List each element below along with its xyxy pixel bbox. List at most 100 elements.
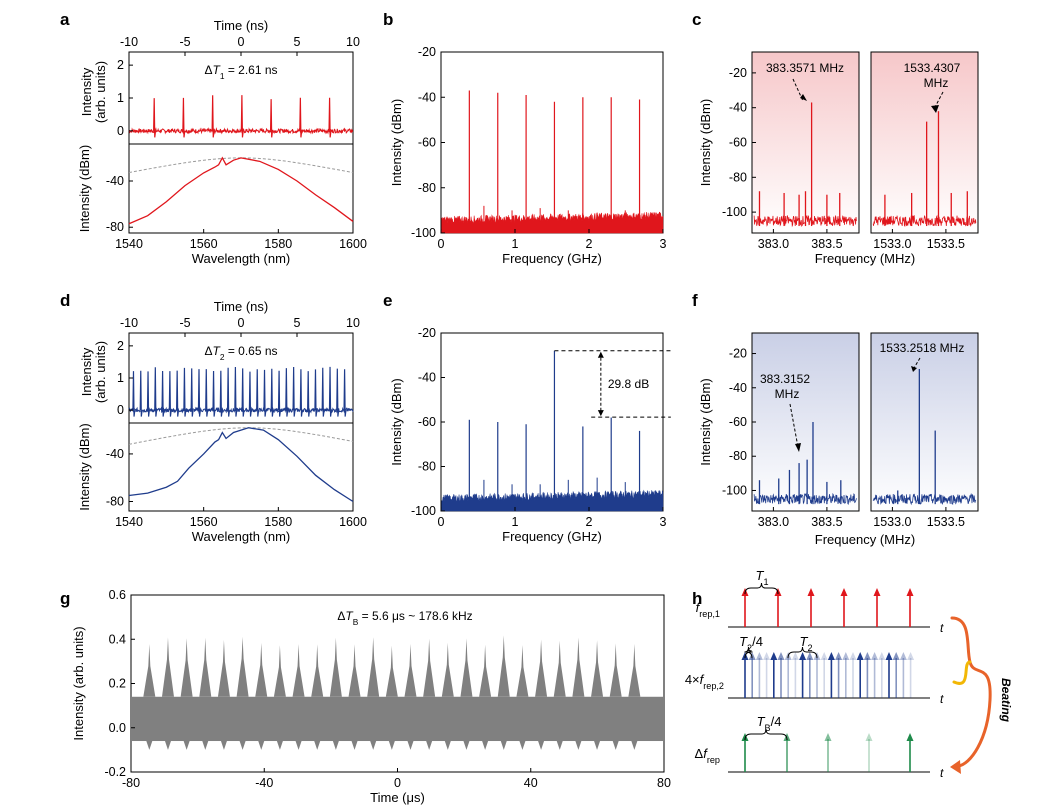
a-top-xtick-label: 5 — [294, 35, 301, 49]
c-left-ytick-label: -100 — [722, 205, 747, 219]
d-top-ylabel: Intensity(arb. units) — [79, 341, 108, 403]
d-bottom-ytick-label: -80 — [106, 494, 124, 508]
g-xtick-label: 80 — [657, 776, 671, 790]
d-bottom-frame — [128, 422, 354, 512]
e-ylabel: Intensity (dBm) — [389, 378, 404, 465]
c-left-ytick-label: -60 — [729, 136, 747, 150]
g-xtick-label: 0 — [394, 776, 401, 790]
d-top-xtick-label: 0 — [238, 316, 245, 330]
d-top-xtick-label: 10 — [346, 316, 360, 330]
a-top-baseline — [128, 127, 354, 135]
g-burst-low-23 — [575, 741, 582, 750]
a-top-xtick-label: -5 — [179, 35, 190, 49]
g-xtick-label: -40 — [255, 776, 273, 790]
a-bottom-ylabel: Intensity (dBm) — [77, 145, 92, 232]
g-signal-band — [132, 696, 663, 742]
c-right-xtick-label: 1533.0 — [873, 237, 911, 251]
a-top-pulse-6 — [328, 97, 332, 138]
panel-h: t T1 frep,1 t T2/4 T2 4×frep,2 t TB/4 Δfrep Beatin… — [685, 568, 1013, 780]
d-top-pulse-0 — [132, 371, 136, 417]
c-left-xtick-label: 383.0 — [758, 237, 789, 251]
h-row3-arrow-2-head — [824, 733, 832, 741]
h-row2-arrow-18-head — [871, 652, 879, 660]
panel-e: 0 1 2 3 -20 -40 -60 -80 -100 Frequency (GHz) Inten… — [389, 326, 671, 544]
a-top-xtick-label: 0 — [238, 35, 245, 49]
f-left-ytick-label: -80 — [729, 449, 747, 463]
h-beating-curve-yellow — [952, 660, 972, 685]
g-ytick-label: 0.2 — [109, 677, 126, 691]
h-row2-arrow-12-head — [827, 652, 835, 660]
a-top-pulse-0 — [153, 98, 157, 138]
g-burst-4 — [217, 639, 230, 697]
g-burst-1 — [161, 637, 174, 697]
d-top-pulse-14 — [234, 367, 238, 417]
g-burst-low-9 — [314, 741, 321, 750]
h-row2-arrow-15-head — [849, 652, 857, 660]
h-row3-arrow-4-head — [906, 733, 914, 741]
d-top-pulse-6 — [176, 370, 180, 417]
f-left-label-arrow-head — [795, 443, 801, 452]
a-bottom-ytick-label: -40 — [106, 174, 124, 188]
d-top-pulse-20 — [277, 370, 282, 417]
panel-a: -10 -5 0 5 10 0 1 2 Time (ns) Intensity(arb. unit… — [77, 18, 367, 266]
g-burst-26 — [628, 643, 641, 697]
h-row2-arrow-9-head — [806, 652, 814, 660]
c-left-ytick-label: -20 — [729, 66, 747, 80]
g-burst-low-3 — [202, 741, 209, 750]
g-burst-low-17 — [463, 741, 470, 750]
h-row3-arrow-3-head — [865, 733, 873, 741]
d-top-ytick-label: 0 — [117, 403, 124, 417]
c-right-xtick-label: 1533.5 — [927, 237, 965, 251]
f-left-ytick-label: -60 — [729, 415, 747, 429]
f-right-noise-floor — [872, 492, 977, 506]
c-left-ylabel: Intensity (dBm) — [698, 99, 713, 186]
d-top-xlabel: Time (ns) — [214, 299, 268, 314]
h-row2-brace-b — [787, 646, 818, 659]
b-ytick-label: -100 — [411, 226, 436, 240]
a-bottom-xtick-label: 1540 — [115, 237, 143, 251]
b-xtick-label: 0 — [438, 237, 445, 251]
d-top-ytick-label: 1 — [117, 371, 124, 385]
d-top-pulse-5 — [168, 371, 172, 417]
d-top-pulse-9 — [197, 369, 201, 417]
a-bottom-xtick-label: 1560 — [190, 237, 218, 251]
f-left-noise-floor — [753, 492, 857, 505]
e-dr-arrow-head-top — [597, 351, 604, 358]
g-burst-low-0 — [146, 741, 153, 750]
e-ytick-label: -100 — [411, 504, 436, 518]
g-burst-low-7 — [276, 741, 283, 750]
h-beating-arrow-head — [950, 760, 961, 774]
a-top-annotation: ΔT1 = 2.61 ns — [204, 63, 277, 81]
f-left-ytick-label: -100 — [722, 483, 747, 497]
e-xlabel: Frequency (GHz) — [502, 529, 602, 544]
h-row1-bracket-label: T1 — [755, 568, 768, 587]
g-burst-23 — [572, 637, 585, 697]
d-top-xtick-label: -5 — [179, 316, 190, 330]
h-row2-arrow-23-head — [907, 652, 915, 660]
c-left-peak-label: 383.3571 MHz — [766, 61, 844, 75]
e-dr-arrow-head-bottom — [597, 410, 604, 417]
g-burst-low-22 — [556, 741, 563, 750]
g-burst-11 — [348, 644, 361, 697]
d-top-pulse-25 — [314, 369, 318, 417]
g-burst-5 — [236, 636, 249, 697]
e-xtick-label: 2 — [586, 515, 593, 529]
f-right-xtick-label: 1533.0 — [873, 515, 911, 529]
d-top-pulse-1 — [139, 370, 143, 417]
h-row2-label: 4×frep,2 — [685, 672, 724, 691]
panel-letter-c: c — [692, 10, 701, 29]
g-ytick-label: -0.2 — [104, 765, 126, 779]
a-bottom-xtick-label: 1600 — [339, 237, 367, 251]
a-bottom-frame — [128, 143, 354, 234]
g-ylabel: Intensity (arb. units) — [71, 626, 86, 740]
f-xlabel: Frequency (MHz) — [815, 532, 915, 547]
c-left-frame — [751, 51, 860, 234]
a-bottom-xlabel: Wavelength (nm) — [192, 251, 291, 266]
d-top-pulse-29 — [343, 369, 347, 417]
a-top-xlabel: Time (ns) — [214, 18, 268, 33]
g-burst-low-12 — [370, 741, 377, 750]
g-annotation: ΔTB = 5.6 μs ~ 178.6 kHz — [337, 609, 472, 627]
a-top-pulse-2 — [211, 95, 215, 138]
g-ytick-label: 0.0 — [109, 721, 126, 735]
d-top-pulse-23 — [299, 369, 303, 417]
